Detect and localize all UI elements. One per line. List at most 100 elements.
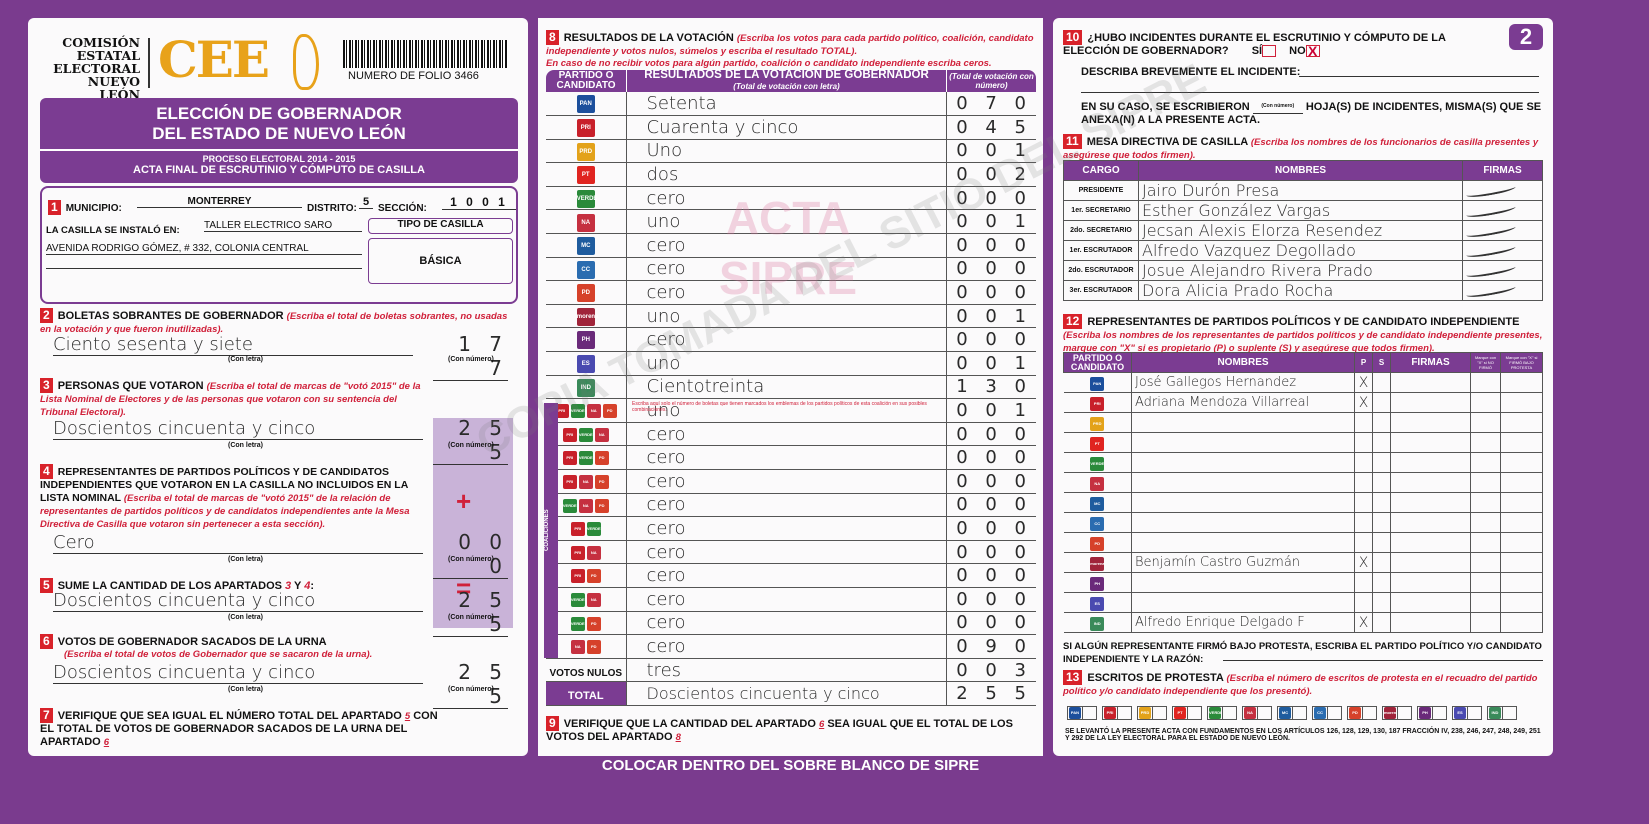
party-cell: PRI PD [546,563,627,588]
protest-box[interactable]: PRD [1137,706,1167,720]
party-row: IND Cientotreinta 1 3 0 [546,375,1036,400]
morena-logo-icon: morena [1384,707,1398,719]
nombre-cell: Alfredo Vazquez Degollado [1138,240,1463,261]
hint: (Con letra) [228,614,263,621]
hint: (Con letra) [228,686,263,693]
protest-count[interactable] [1292,707,1306,719]
column-header: P [1354,352,1373,373]
letra-cell: dos [626,162,947,187]
protest-box[interactable]: PD [1347,706,1377,720]
nombre-cell: Jairo Durón Presa [1138,180,1463,201]
si-checkbox[interactable] [1262,45,1277,58]
section-1: 1 MUNICIPIO: MONTERREY DISTRITO: 5 SECCIÓ… [40,186,518,304]
protest-box[interactable]: PAN [1067,706,1097,720]
table-row: PAN José Gallegos Hernandez X [1063,372,1543,393]
coalition-party-icon: VERDE [570,616,585,631]
protest-box[interactable]: morena [1382,706,1412,720]
nombre-cell: Benjamín Castro Guzmán [1131,552,1355,573]
section-title: PERSONAS QUE VOTARON [57,380,204,392]
section-number: 2 [40,308,53,323]
table-row: 2do. SECRETARIO Jecsan Alexis Elorza Rese… [1063,220,1543,241]
protest-count[interactable] [1502,707,1516,719]
hojas-field[interactable]: (Con número) [1252,100,1303,114]
protest-count[interactable] [1327,707,1341,719]
protest-box[interactable]: PH [1417,706,1447,720]
signature-cell [1390,472,1471,493]
coalition-party-icon: NA [594,427,609,442]
no-firmo-cell [1470,452,1501,473]
numero-cell: 0 0 0 [946,186,1036,211]
numero-cell: 0 0 0 [946,445,1036,470]
protest-count[interactable] [1152,707,1166,719]
party-row: NA uno 0 0 1 [546,209,1036,235]
party-row: VERDE cero 0 0 0 [546,186,1036,211]
coalition-party-icon: PD [586,640,601,655]
protest-count[interactable] [1187,707,1201,719]
coalition-party-icon: PD [586,569,601,584]
protest-count[interactable] [1397,707,1411,719]
nombre-cell: Esther González Vargas [1138,200,1463,221]
nueva-alianza-logo-icon: NA [1244,707,1256,719]
pri-logo-icon: PRI [1104,707,1116,719]
protest-box[interactable]: PRI [1102,706,1132,720]
table-row: CC [1063,512,1543,533]
numero-field: 2 5 5 [433,588,508,637]
pt-logo-icon: PT [1174,707,1186,719]
no-firmo-cell [1470,592,1501,613]
protest-box[interactable]: IND [1487,706,1517,720]
section-title: MESA DIRECTIVA DE CASILLA [1086,136,1248,148]
letra-field: Cero [53,532,423,554]
party-row: morena uno 0 0 1 [546,304,1036,329]
p-cell: X [1354,552,1373,573]
bajo-protesta-cell [1500,612,1543,633]
party-cell: MC [546,233,627,258]
protest-count[interactable] [1362,707,1376,719]
signature-cell [1462,240,1543,261]
table-row: PT [1063,432,1543,453]
column-header: NOMBRES [1138,160,1463,181]
protest-box[interactable]: NA [1242,706,1272,720]
s-cell [1372,572,1391,593]
party-cell: VERDE NA [546,587,627,612]
party-cell: PAN [546,92,627,117]
section-9: 9 VERIFIQUE QUE LA CANTIDAD DEL APARTADO … [546,716,1036,744]
protest-box[interactable]: MC [1277,706,1307,720]
org-name: COMISIÓN ESTATAL ELECTORAL NUEVO LEÓN [48,36,140,101]
column-header: (Total de votación con número) [946,70,1036,92]
column-header: S [1372,352,1391,373]
protest-box[interactable]: CC [1312,706,1342,720]
party-cell: PRI [546,115,627,140]
coalition-party-icon: PD [602,404,617,419]
party-cell: CC [546,257,627,282]
protest-count[interactable] [1467,707,1481,719]
coalition-row: VERDE PD cero 0 0 0 [546,611,1036,636]
table-row: PRESIDENTE Jairo Durón Presa [1063,180,1543,201]
nuevo-leon-map-icon [293,34,319,90]
signature [1465,182,1517,199]
humanista-logo-icon: PH [1419,707,1431,719]
signature-cell [1462,280,1543,301]
column-header: RESULTADOS DE LA VOTACIÓN DE GOBERNADOR [644,69,929,81]
protest-box[interactable]: ES [1452,706,1482,720]
protest-count[interactable] [1257,707,1271,719]
coalition-party-icon: VERDE [578,451,593,466]
protest-count[interactable] [1432,707,1446,719]
protest-count[interactable] [1082,707,1096,719]
party-row: PRD Uno 0 0 1 [546,139,1036,164]
protest-box[interactable]: PT [1172,706,1202,720]
letra-cell: cero [626,257,947,282]
signature-cell [1390,452,1471,473]
protest-count[interactable] [1117,707,1131,719]
no-checkbox[interactable]: X [1305,44,1320,58]
numero-cell: 0 0 0 [946,469,1036,494]
party-cell: ES [546,351,627,376]
section-title: REPRESENTANTES DE PARTIDOS POLÍTICOS Y D… [1087,316,1520,328]
letra-cell: Doscientos cincuenta y cinco [626,681,947,706]
numero-cell: 0 9 0 [946,634,1036,659]
label: HOJA(S) DE INCIDENTES, MISMA(S) QUE SE A… [1081,101,1542,126]
protest-box[interactable]: VERDE [1207,706,1237,720]
s-cell [1372,372,1391,393]
total-label: TOTAL [567,690,604,703]
nombre-cell: Dora Alicia Prado Rocha [1138,280,1463,301]
protest-count[interactable] [1222,707,1236,719]
